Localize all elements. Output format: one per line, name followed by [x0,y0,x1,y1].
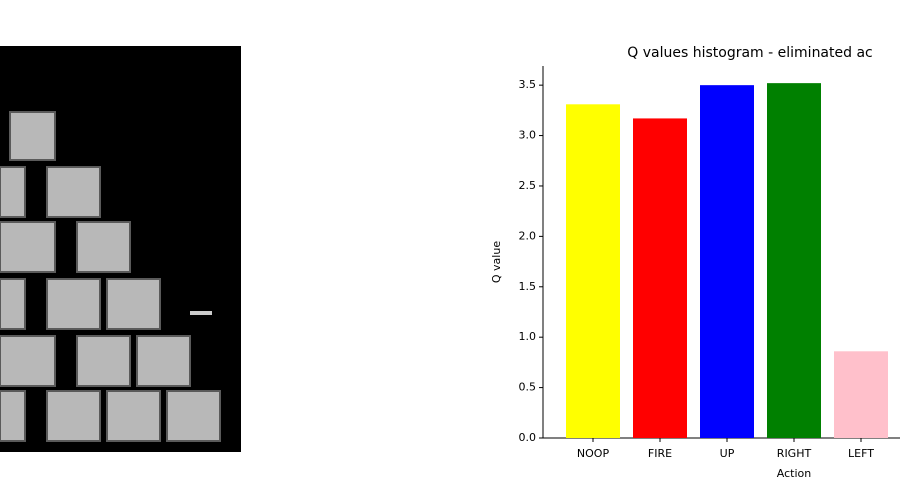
y-tick-label: 1.0 [519,330,537,343]
chart-title: Q values histogram - eliminated ac [627,45,872,61]
y-tick-label: 3.5 [519,78,537,91]
x-tick-label: LEFT [848,447,874,460]
bar [633,118,687,439]
y-tick-label: 2.5 [519,179,537,192]
y-tick-label: 3.0 [519,129,537,142]
x-axis-label: Action [777,467,811,480]
y-tick-label: 0.0 [519,431,537,444]
x-tick-label: UP [720,447,735,460]
bar [767,83,821,438]
bar [700,85,754,438]
bar [566,104,620,438]
x-tick-label: FIRE [648,447,672,460]
game-frame [0,46,241,452]
x-tick-label: NOOP [577,447,610,460]
y-tick-label: 0.5 [519,381,537,394]
y-tick-label: 2.0 [519,229,537,242]
y-tick-label: 1.5 [519,280,537,293]
y-axis-label: Q value [490,241,503,283]
bar [834,351,888,438]
x-tick-label: RIGHT [777,447,812,460]
